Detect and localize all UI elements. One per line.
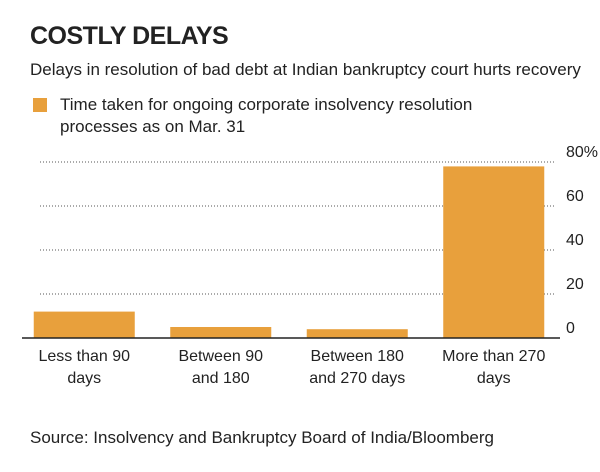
legend-swatch: [33, 98, 47, 112]
y-tick-label: 60: [566, 188, 584, 205]
chart-title: COSTLY DELAYS: [30, 22, 229, 50]
bar: [170, 327, 272, 338]
x-tick-label: Less than 90 days: [38, 348, 131, 387]
y-tick-label: 40: [566, 232, 584, 249]
bar: [33, 311, 135, 338]
x-tick-label: More than 270 days: [442, 348, 546, 387]
y-tick-label: 0: [566, 320, 575, 337]
chart-subtitle: Delays in resolution of bad debt at Indi…: [30, 60, 581, 79]
legend-label: Time taken for ongoing corporate insolve…: [60, 95, 473, 136]
y-tick-label: 20: [566, 276, 584, 293]
source: Source: Insolvency and Bankruptcy Board …: [30, 428, 494, 447]
bar: [306, 329, 408, 338]
bar: [443, 166, 545, 338]
y-tick-label: 80%: [566, 144, 598, 161]
x-tick-label: Between 90 and 180: [178, 348, 263, 387]
x-tick-label: Between 180 and 270 days: [309, 348, 406, 387]
